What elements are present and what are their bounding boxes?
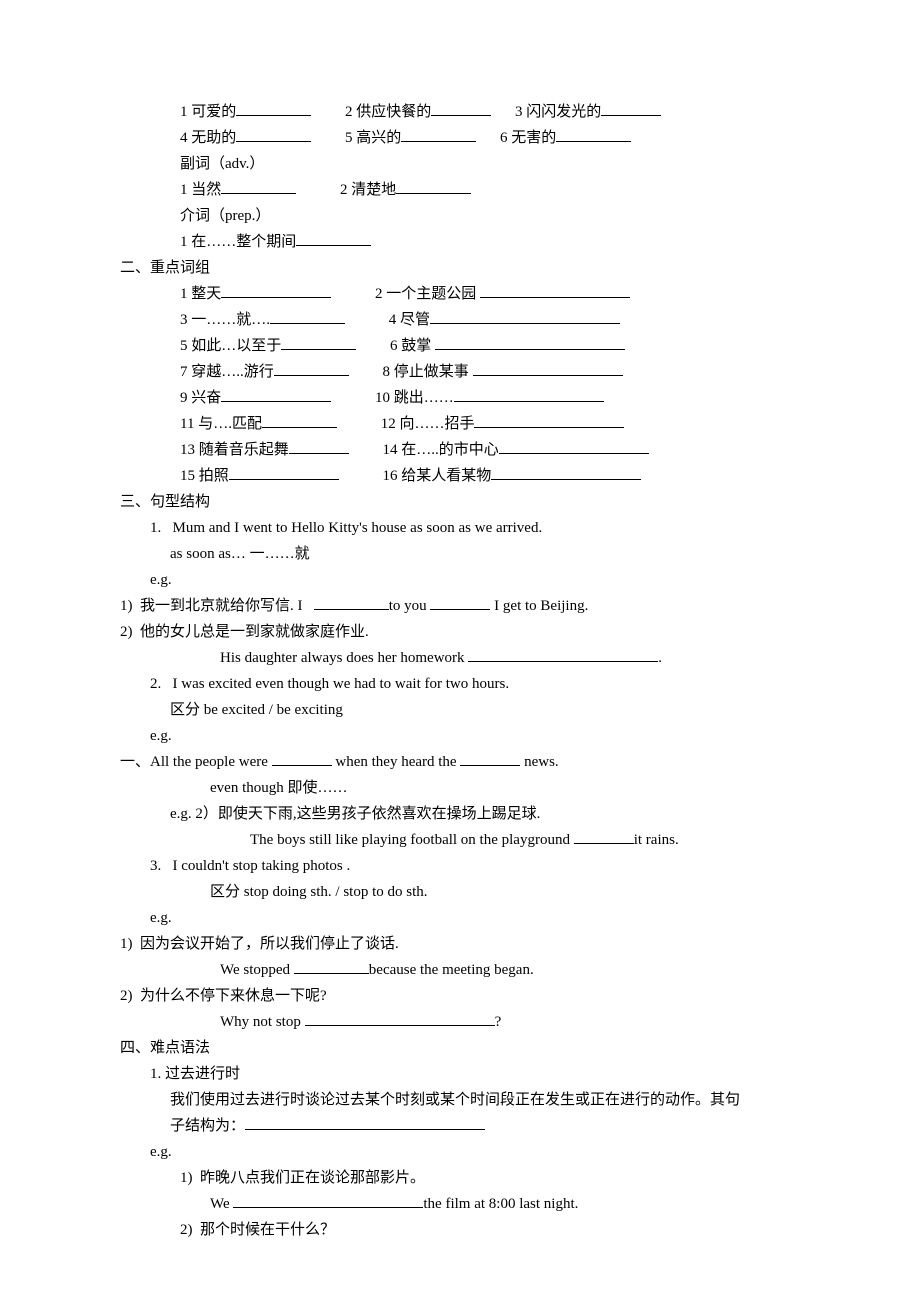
phrase-row: 9 兴奋 10 跳出…… [120, 386, 800, 410]
s3p3-q1-ans: We stopped because the meeting began. [120, 958, 800, 982]
blank [435, 334, 625, 350]
blank [499, 438, 649, 454]
blank [274, 360, 349, 376]
blank [289, 438, 349, 454]
phrase-row: 3 一……就…. 4 尽管 [120, 308, 800, 332]
s4p1-q1-ans: We the film at 8:00 last night. [120, 1192, 800, 1216]
blank [460, 750, 520, 766]
s3p2-q2-ans: The boys still like playing football on … [120, 828, 800, 852]
s3p3-q1: 1) 因为会议开始了，所以我们停止了谈话. [120, 932, 800, 956]
adj-row-2: 4 无助的 5 高兴的 6 无害的 [120, 126, 800, 150]
s3p2-head: 2. I was excited even though we had to w… [120, 672, 800, 696]
blank [401, 126, 476, 142]
phrase-row: 13 随着音乐起舞 14 在…..的市中心 [120, 438, 800, 462]
s3p3-head: 3. I couldn't stop taking photos . [120, 854, 800, 878]
phrase-row: 11 与….匹配 12 向……招手 [120, 412, 800, 436]
blank [556, 126, 631, 142]
phrase-row: 15 拍照 16 给某人看某物 [120, 464, 800, 488]
worksheet-content: 1 可爱的 2 供应快餐的 3 闪闪发光的 4 无助的 5 高兴的 6 无害的 … [120, 100, 800, 1242]
adj-row-1: 1 可爱的 2 供应快餐的 3 闪闪发光的 [120, 100, 800, 124]
blank [221, 178, 296, 194]
blank [431, 100, 491, 116]
s3p3-sub: 区分 stop doing sth. / stop to do sth. [120, 880, 800, 904]
s3p1-head: 1. Mum and I went to Hello Kitty's house… [120, 516, 800, 540]
s3p1-q2-ans: His daughter always does her homework . [120, 646, 800, 670]
blank [221, 282, 331, 298]
s4p1-q1: 1) 昨晚八点我们正在谈论那部影片。 [120, 1166, 800, 1190]
blank [236, 126, 311, 142]
phrase-row: 5 如此…以至于 6 鼓掌 [120, 334, 800, 358]
blank [474, 412, 624, 428]
blank [396, 178, 471, 194]
phrase-row: 7 穿越…..游行 8 停止做某事 [120, 360, 800, 384]
blank [480, 282, 630, 298]
blank [294, 958, 369, 974]
s3p1-q1: 1) 我一到北京就给你写信. I to you I get to Beijing… [120, 594, 800, 618]
blank [430, 594, 490, 610]
s3p2-eg: e.g. [120, 724, 800, 748]
blank [229, 464, 339, 480]
blank [430, 308, 620, 324]
blank [601, 100, 661, 116]
blank [454, 386, 604, 402]
s3p3-q2-ans: Why not stop ? [120, 1010, 800, 1034]
section2-title: 二、重点词组 [120, 256, 800, 280]
prep-row: 1 在……整个期间 [120, 230, 800, 254]
section3-title: 三、句型结构 [120, 490, 800, 514]
blank [262, 412, 337, 428]
prep-title: 介词（prep.） [120, 204, 800, 228]
blank [314, 594, 389, 610]
blank [270, 308, 345, 324]
section4-title: 四、难点语法 [120, 1036, 800, 1060]
s4p1-text1: 我们使用过去进行时谈论过去某个时刻或某个时间段正在发生或正在进行的动作。其句 [120, 1088, 800, 1112]
s3p1-q2: 2) 他的女儿总是一到家就做家庭作业. [120, 620, 800, 644]
s4p1-q2: 2) 那个时候在干什么？ [120, 1218, 800, 1242]
s3p2-sub2: even though 即使…… [120, 776, 800, 800]
s3p2-eg2: e.g. 2）即使天下雨,这些男孩子依然喜欢在操场上踢足球. [120, 802, 800, 826]
blank [296, 230, 371, 246]
blank [236, 100, 311, 116]
blank [221, 386, 331, 402]
blank [281, 334, 356, 350]
phrase-row: 1 整天 2 一个主题公园 [120, 282, 800, 306]
s3p1-sub: as soon as… 一……就 [120, 542, 800, 566]
s3p3-eg: e.g. [120, 906, 800, 930]
blank [574, 828, 634, 844]
s4p1-head: 1. 过去进行时 [120, 1062, 800, 1086]
blank [305, 1010, 495, 1026]
adv-title: 副词（adv.） [120, 152, 800, 176]
s3p2-sub: 区分 be excited / be exciting [120, 698, 800, 722]
s4p1-text2: 子结构为： [120, 1114, 800, 1138]
blank [468, 646, 658, 662]
blank [245, 1114, 485, 1130]
blank [491, 464, 641, 480]
blank [233, 1192, 423, 1208]
blank [473, 360, 623, 376]
s3p2-q1: 一、All the people were when they heard th… [120, 750, 800, 774]
blank [272, 750, 332, 766]
adv-row: 1 当然 2 清楚地 [120, 178, 800, 202]
s4p1-eg: e.g. [120, 1140, 800, 1164]
s3p3-q2: 2) 为什么不停下来休息一下呢? [120, 984, 800, 1008]
s3p1-eg: e.g. [120, 568, 800, 592]
adj-item: 1 [180, 104, 188, 120]
